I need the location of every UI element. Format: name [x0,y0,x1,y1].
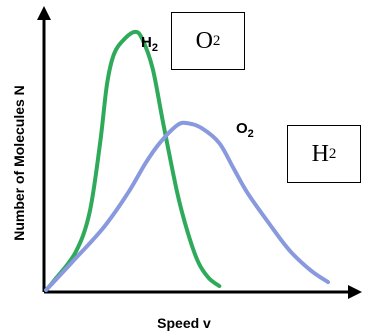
series-label-h2-text: H [141,34,152,51]
series-line-o2 [44,120,330,293]
y-axis-arrow [37,6,51,20]
answer-box-h2-subscript: 2 [328,145,337,162]
series-label-o2-text: O [236,120,248,137]
curves [44,29,330,293]
series-label-h2: H2 [141,34,158,54]
x-axis-label: Speed v [157,315,211,331]
answer-box-h2-letter: H [311,140,329,167]
answer-box-o2-subscript: 2 [212,32,221,49]
series-label-o2: O2 [236,120,254,140]
x-axis-arrow [348,285,362,299]
series-line-h2 [44,29,222,293]
answer-box-o2-letter: O [195,27,213,54]
axes [37,6,362,299]
y-axis-label: Number of Molecules N [11,85,27,241]
